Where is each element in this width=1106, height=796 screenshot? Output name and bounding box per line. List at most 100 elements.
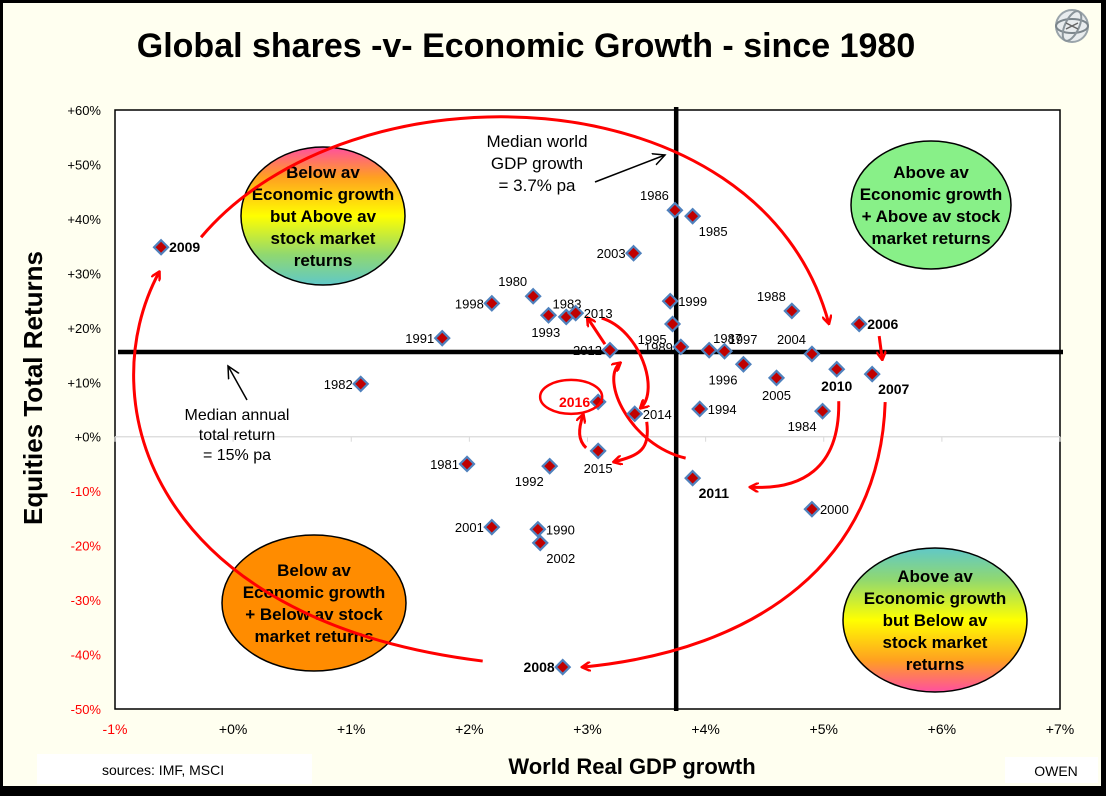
quadrant-text-line: Above av: [897, 567, 973, 586]
quadrant-text-line: market returns: [871, 229, 990, 248]
quadrant-text-line: but Below av: [883, 611, 988, 630]
point-marker: [433, 329, 451, 347]
quadrant-ellipse: [221, 534, 407, 672]
point-marker: [554, 658, 572, 676]
data-point-1984: 1984: [788, 402, 832, 434]
median-gdp-label: Median world: [486, 132, 587, 151]
author-text: OWEN: [1034, 763, 1078, 779]
point-marker: [850, 315, 868, 333]
point-marker: [541, 457, 559, 475]
data-point-2016: 2016: [538, 378, 607, 416]
point-label: 1993: [531, 325, 560, 340]
data-point-1997: 1997: [715, 332, 757, 360]
data-point-2008: 2008: [524, 658, 572, 676]
data-point-1992: 1992: [515, 457, 559, 489]
data-point-2004: 2004: [777, 332, 821, 363]
quadrant-text-line: stock market: [271, 229, 376, 248]
point-label: 2016: [559, 394, 590, 410]
point-marker: [152, 238, 170, 256]
point-label: 1999: [678, 294, 707, 309]
data-point-2007: 2007: [863, 365, 910, 397]
data-point-1988: 1988: [757, 289, 801, 320]
point-label: 2002: [546, 551, 575, 566]
point-label: 1990: [546, 522, 575, 537]
quadrant-label-top-left: Below av Economic growth but Above av stock…: [240, 146, 406, 286]
point-label: 2008: [524, 659, 555, 675]
data-point-2005: 2005: [762, 369, 791, 403]
data-point-2015: 2015: [584, 442, 613, 476]
median-return-pointer: [228, 366, 248, 401]
quadrant-text-line: + Above av stock: [862, 207, 1001, 226]
cycle-arrow-2007-2008: [583, 402, 887, 667]
point-marker: [483, 518, 501, 536]
y-tick-label: +10%: [67, 375, 101, 390]
cycle-arrow-2010-2011: [751, 401, 841, 487]
point-marker: [691, 400, 709, 418]
point-label: 1998: [455, 296, 484, 311]
point-label: 2003: [597, 246, 626, 261]
cycle-arrow-2008-2009: [132, 272, 483, 663]
x-tick-label: -1%: [103, 721, 128, 737]
quadrant-ellipse: [842, 547, 1028, 693]
point-label: 2009: [169, 239, 200, 255]
data-point-1989: 1989: [644, 338, 690, 356]
quadrant-text-line: + Below av stock: [245, 605, 383, 624]
data-point-1980: 1980: [498, 274, 542, 305]
y-tick-label: +30%: [67, 266, 101, 281]
point-label: 2012: [573, 343, 602, 358]
y-tick-label: +50%: [67, 157, 101, 172]
y-tick-label: -40%: [71, 648, 102, 663]
point-marker: [684, 207, 702, 225]
x-tick-label: +6%: [928, 721, 956, 737]
sources-text: sources: IMF, MSCI: [102, 762, 224, 778]
quadrant-text-line: returns: [294, 251, 353, 270]
point-marker: [715, 342, 734, 360]
cycle-arrow-2014-2015: [614, 421, 649, 462]
point-marker: [458, 455, 476, 473]
point-marker: [684, 469, 702, 487]
point-label: 1980: [498, 274, 527, 289]
point-marker: [626, 405, 644, 423]
data-point-2001: 2001: [455, 518, 501, 536]
data-point-2013: 2013: [567, 304, 613, 322]
y-tick-label: +20%: [67, 321, 101, 336]
point-marker: [352, 375, 370, 393]
quadrant-label-bottom-left: Below av Economic growth + Below av stock m…: [221, 534, 407, 672]
quadrant-text-line: stock market: [883, 633, 988, 652]
point-marker: [661, 292, 679, 310]
point-marker: [539, 306, 558, 324]
data-point-1985: 1985: [684, 207, 728, 239]
highlight-circle: [538, 378, 604, 416]
point-label: 2011: [699, 485, 730, 501]
point-marker: [531, 534, 549, 552]
quadrant-text-line: Above av: [893, 163, 969, 182]
y-tick-label: +40%: [67, 212, 101, 227]
cycle-arrow-2013-2014: [601, 316, 648, 408]
point-marker: [524, 287, 542, 305]
y-tick-label: -10%: [71, 484, 102, 499]
point-marker: [803, 345, 821, 363]
point-marker: [672, 338, 690, 356]
point-label: 2015: [584, 461, 613, 476]
point-label: 1985: [699, 224, 728, 239]
x-tick-label: +7%: [1046, 721, 1074, 737]
data-point-2011: 2011: [684, 469, 730, 501]
cycle-arrow-2006-2007: [879, 335, 882, 359]
data-point-1996: 1996: [709, 355, 752, 387]
point-marker: [567, 304, 585, 322]
y-axis-title: Equities Total Returns: [18, 251, 48, 525]
point-marker: [666, 201, 684, 219]
data-point-2002: 2002: [531, 534, 575, 566]
quadrant-text-line: but Above av: [270, 207, 377, 226]
x-tick-label: +2%: [455, 721, 483, 737]
point-label: 1987: [713, 331, 742, 346]
point-label: 1991: [405, 331, 434, 346]
point-marker: [814, 402, 832, 420]
median-return-label: total return: [199, 427, 275, 444]
x-tick-label: +5%: [810, 721, 838, 737]
quadrant-text-line: market returns: [254, 627, 373, 646]
data-point-2014: 2014: [626, 405, 672, 423]
point-marker: [828, 360, 846, 378]
data-point-2003: 2003: [597, 244, 643, 262]
